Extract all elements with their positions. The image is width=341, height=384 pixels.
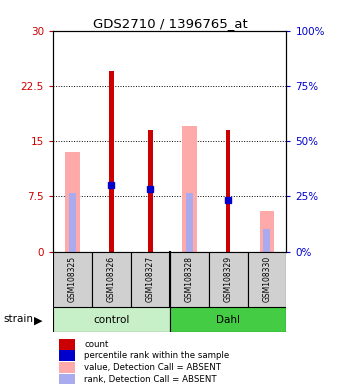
Bar	[69, 193, 76, 252]
Bar	[53, 307, 170, 332]
Bar	[170, 307, 286, 332]
Bar	[209, 252, 248, 307]
Text: GDS2710 / 1396765_at: GDS2710 / 1396765_at	[93, 17, 248, 30]
Text: strain: strain	[3, 314, 33, 324]
Text: rank, Detection Call = ABSENT: rank, Detection Call = ABSENT	[84, 374, 217, 384]
Bar	[170, 252, 209, 307]
Bar	[109, 71, 114, 252]
Text: count: count	[84, 339, 109, 349]
Bar	[59, 374, 75, 384]
Text: ▶: ▶	[34, 316, 43, 326]
Bar	[59, 350, 75, 361]
Bar	[264, 230, 270, 252]
Text: GSM108325: GSM108325	[68, 256, 77, 303]
Bar	[260, 211, 275, 252]
Text: control: control	[93, 314, 130, 325]
Bar	[226, 130, 231, 252]
Text: GSM108328: GSM108328	[184, 257, 194, 302]
Bar	[182, 126, 196, 252]
Bar	[131, 252, 170, 307]
Bar	[59, 362, 75, 372]
Bar	[186, 193, 193, 252]
Bar	[248, 252, 286, 307]
Bar	[148, 130, 152, 252]
Text: GSM108326: GSM108326	[107, 256, 116, 303]
Text: GSM108327: GSM108327	[146, 256, 155, 303]
Bar	[53, 252, 92, 307]
Bar	[92, 252, 131, 307]
Text: Dahl: Dahl	[216, 314, 240, 325]
Text: value, Detection Call = ABSENT: value, Detection Call = ABSENT	[84, 362, 221, 372]
Bar	[65, 152, 80, 252]
Bar	[59, 339, 75, 349]
Text: GSM108330: GSM108330	[263, 256, 271, 303]
Text: GSM108329: GSM108329	[224, 256, 233, 303]
Text: percentile rank within the sample: percentile rank within the sample	[84, 351, 229, 360]
